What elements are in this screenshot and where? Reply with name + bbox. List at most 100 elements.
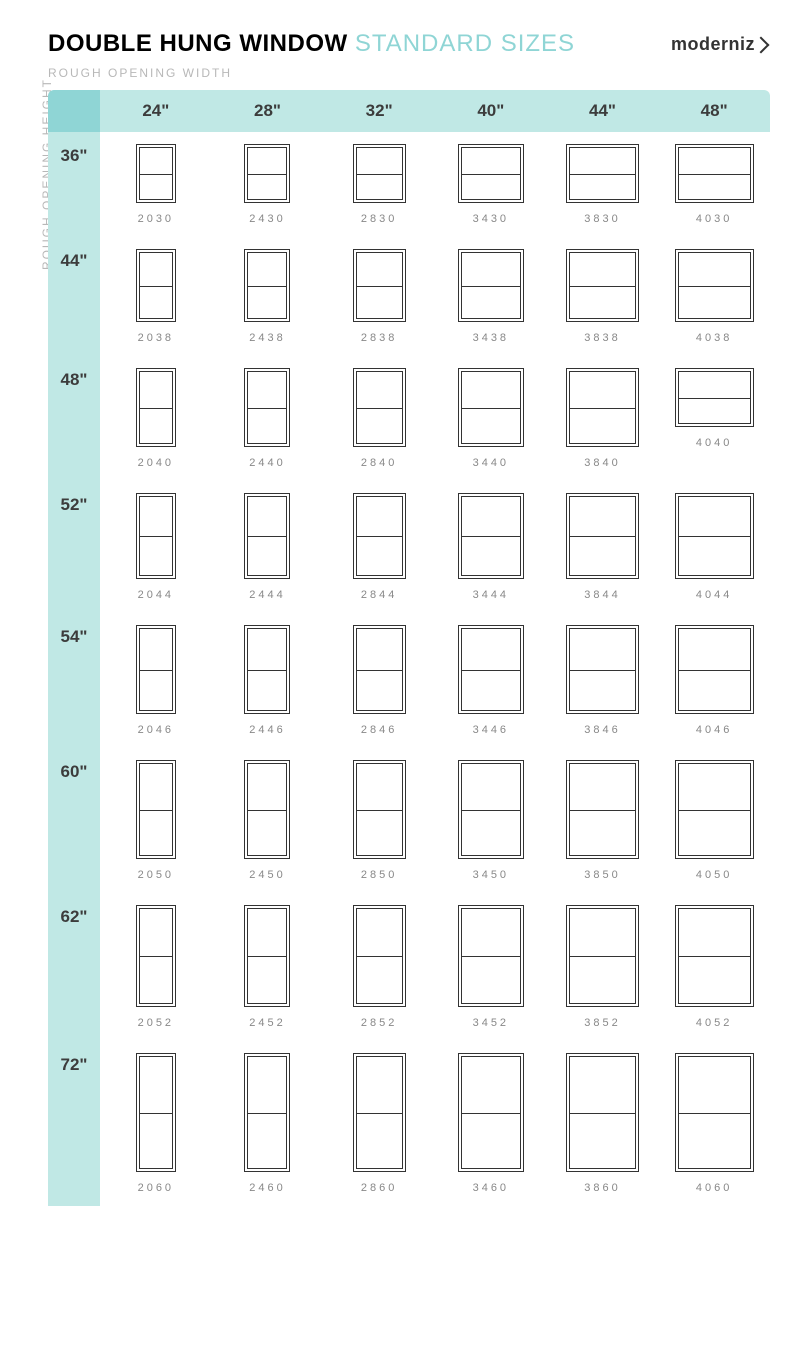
window-size-code: 3452: [473, 1017, 509, 1029]
col-header-label: 40": [477, 101, 504, 121]
window-size-code: 2850: [361, 869, 397, 881]
row-header-label: 72": [61, 1055, 88, 1075]
row-header: 72": [48, 1041, 100, 1206]
window-cell: 3846: [547, 613, 659, 748]
window-cell: 3852: [547, 893, 659, 1041]
window-size-code: 2438: [249, 332, 285, 344]
window-cell: 2846: [323, 613, 435, 748]
window-icon: [458, 1053, 524, 1172]
window-cell: 2030: [100, 132, 212, 237]
window-size-code: 2446: [249, 724, 285, 736]
window-icon: [244, 905, 290, 1007]
row-header-label: 60": [61, 762, 88, 782]
window-size-code: 3446: [473, 724, 509, 736]
window-cell: 4030: [658, 132, 770, 237]
window-cell: 4052: [658, 893, 770, 1041]
window-cell: 4046: [658, 613, 770, 748]
window-icon: [353, 905, 406, 1007]
grid-corner: [48, 90, 100, 132]
window-cell: 2852: [323, 893, 435, 1041]
window-size-code: 3840: [584, 457, 620, 469]
window-cell: 2044: [100, 481, 212, 613]
window-cell: 2052: [100, 893, 212, 1041]
row-header-label: 54": [61, 627, 88, 647]
window-icon: [675, 144, 754, 203]
window-size-code: 2844: [361, 589, 397, 601]
window-cell: 3844: [547, 481, 659, 613]
col-header-label: 48": [701, 101, 728, 121]
window-size-code: 3838: [584, 332, 620, 344]
title-main: DOUBLE HUNG WINDOW: [48, 30, 348, 57]
window-icon: [136, 625, 176, 714]
window-cell: 4044: [658, 481, 770, 613]
row-header-label: 44": [61, 251, 88, 271]
window-size-code: 3860: [584, 1182, 620, 1194]
window-size-code: 2450: [249, 869, 285, 881]
window-size-code: 3830: [584, 213, 620, 225]
col-header: 32": [323, 90, 435, 132]
window-cell: 3430: [435, 132, 547, 237]
window-icon: [675, 905, 754, 1007]
window-size-code: 2846: [361, 724, 397, 736]
window-cell: 2844: [323, 481, 435, 613]
window-icon: [675, 249, 754, 322]
window-cell: 4050: [658, 748, 770, 893]
col-header: 24": [100, 90, 212, 132]
window-icon: [244, 493, 290, 579]
window-cell: 2050: [100, 748, 212, 893]
window-cell: 2840: [323, 356, 435, 481]
window-icon: [244, 368, 290, 447]
window-icon: [353, 493, 406, 579]
window-cell: 2830: [323, 132, 435, 237]
window-size-code: 3430: [473, 213, 509, 225]
col-header-label: 24": [142, 101, 169, 121]
window-size-code: 2840: [361, 457, 397, 469]
window-cell: 4040: [658, 356, 770, 481]
window-size-code: 4046: [696, 724, 732, 736]
col-header: 40": [435, 90, 547, 132]
window-cell: 2452: [212, 893, 324, 1041]
window-icon: [458, 368, 524, 447]
window-icon: [353, 625, 406, 714]
window-size-code: 2050: [138, 869, 174, 881]
row-header-label: 62": [61, 907, 88, 927]
row-header: 44": [48, 237, 100, 356]
window-icon: [566, 625, 639, 714]
window-icon: [566, 760, 639, 859]
window-size-code: 3460: [473, 1182, 509, 1194]
window-icon: [458, 249, 524, 322]
window-icon: [458, 905, 524, 1007]
window-icon: [136, 1053, 176, 1172]
window-cell: 4060: [658, 1041, 770, 1206]
window-size-code: 2030: [138, 213, 174, 225]
window-size-code: 4044: [696, 589, 732, 601]
window-cell: 2046: [100, 613, 212, 748]
window-icon: [675, 493, 754, 579]
window-icon: [566, 493, 639, 579]
window-size-code: 4030: [696, 213, 732, 225]
window-icon: [458, 760, 524, 859]
window-cell: 3840: [547, 356, 659, 481]
window-cell: 3460: [435, 1041, 547, 1206]
col-header: 48": [658, 90, 770, 132]
window-cell: 3440: [435, 356, 547, 481]
window-icon: [136, 493, 176, 579]
window-icon: [566, 1053, 639, 1172]
brand-text: moderniz: [671, 34, 755, 55]
window-icon: [566, 905, 639, 1007]
brand-arrow-icon: [757, 38, 770, 51]
window-icon: [136, 905, 176, 1007]
row-header: 36": [48, 132, 100, 237]
window-size-code: 2830: [361, 213, 397, 225]
width-axis-label: ROUGH OPENING WIDTH: [30, 66, 770, 80]
window-cell: 2060: [100, 1041, 212, 1206]
col-header: 44": [547, 90, 659, 132]
window-size-code: 3846: [584, 724, 620, 736]
window-cell: 2430: [212, 132, 324, 237]
col-header-label: 28": [254, 101, 281, 121]
window-cell: 2860: [323, 1041, 435, 1206]
window-icon: [244, 144, 290, 203]
page-title: DOUBLE HUNG WINDOW STANDARD SIZES: [48, 30, 575, 58]
window-cell: 3452: [435, 893, 547, 1041]
window-cell: 3850: [547, 748, 659, 893]
